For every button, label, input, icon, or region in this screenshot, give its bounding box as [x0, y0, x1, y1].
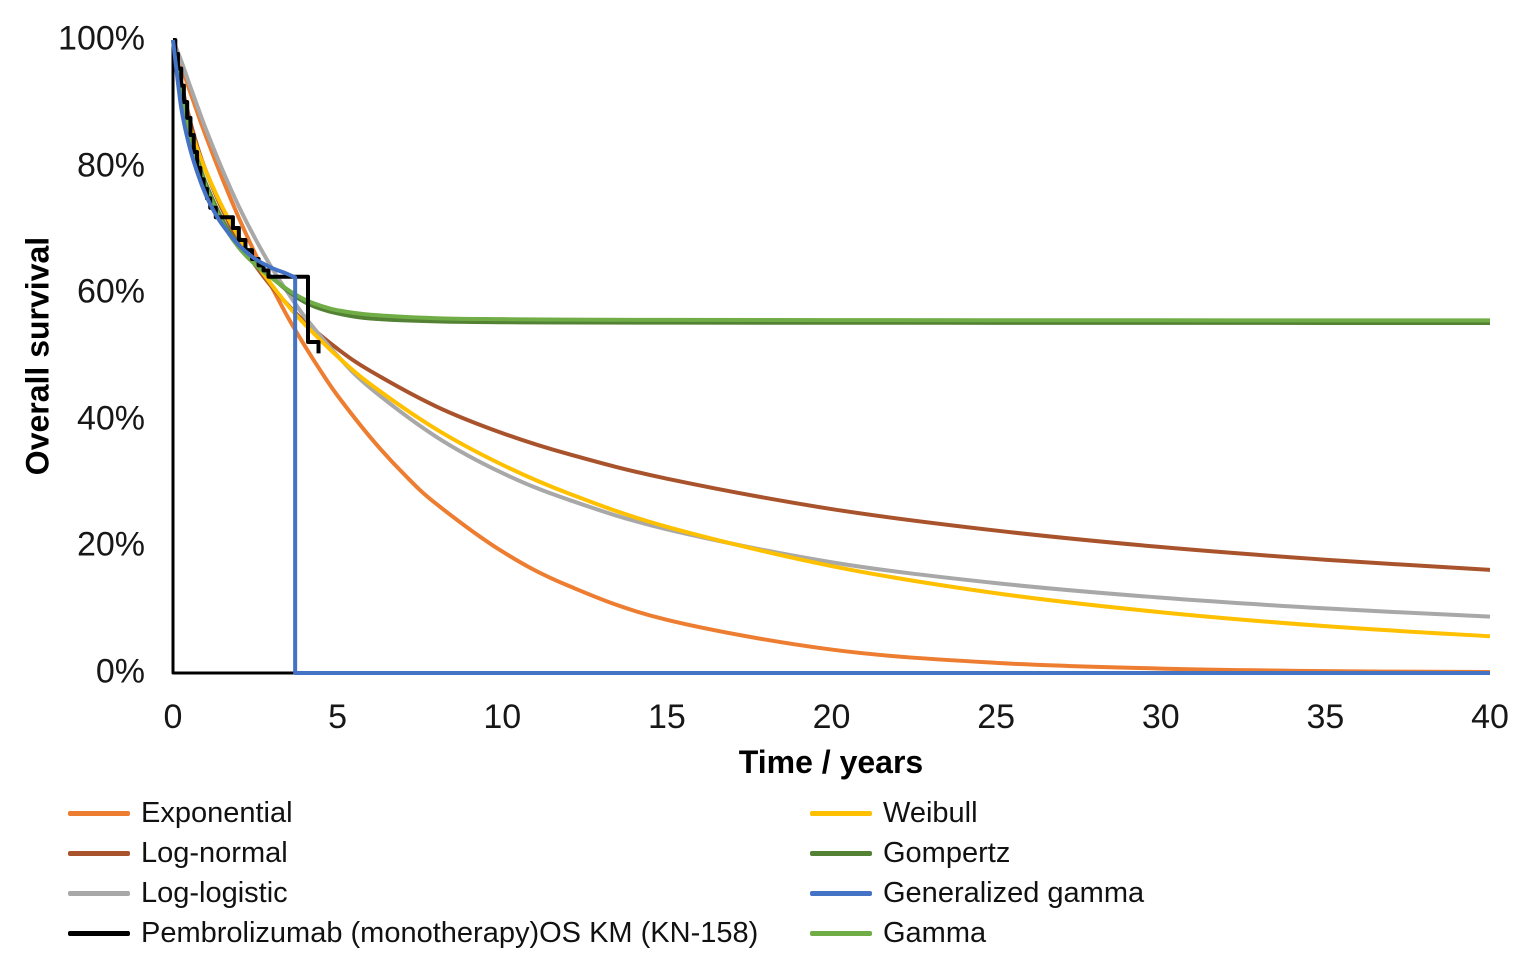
legend-label: Weibull: [883, 796, 978, 829]
series-gompertz-line: [171, 39, 1491, 325]
legend-item: Log-normal: [68, 833, 758, 873]
legend-swatch-line: [68, 850, 130, 856]
series-log-normal-line: [171, 39, 1491, 572]
y-tick-label: 100%: [58, 19, 145, 58]
y-tick-label: 60%: [76, 272, 145, 311]
y-tick-label: 20%: [76, 526, 145, 565]
x-tick-label: 40: [1471, 698, 1509, 736]
y-tick-label: 40%: [76, 399, 145, 438]
legend-label: Gamma: [883, 916, 987, 949]
series-gamma-line: [171, 39, 1491, 323]
x-axis-title: Time / years: [738, 744, 924, 780]
legend-item: Weibull: [810, 793, 1144, 833]
legend-column-right: Weibull Gompertz Generalized gamma Gamma: [810, 793, 1144, 953]
y-axis-title: Overall survival: [19, 236, 56, 476]
legend-swatch-line: [810, 850, 872, 856]
series-weibull-line: [171, 39, 1491, 639]
x-tick-label: 5: [328, 698, 348, 736]
legend-item: Generalized gamma: [810, 873, 1144, 913]
legend-item: Gompertz: [810, 833, 1144, 873]
legend-label: Log-normal: [141, 836, 288, 869]
legend-label: Pembrolizumab (monotherapy)OS KM (KN-158…: [141, 916, 759, 949]
legend-label: Exponential: [141, 796, 293, 829]
legend-item: Pembrolizumab (monotherapy)OS KM (KN-158…: [68, 913, 758, 953]
legend-label: Gompertz: [883, 836, 1011, 869]
x-tick-label: 25: [977, 698, 1016, 736]
legend-column-left: Exponential Log-normal Log-logistic Pembrol…: [68, 793, 758, 953]
legend-label: Log-logistic: [141, 876, 288, 909]
legend-swatch-line: [68, 890, 130, 896]
x-tick-label: 15: [647, 698, 686, 736]
x-tick-label: 10: [483, 698, 522, 736]
series-exponential-line: [171, 39, 1491, 675]
legend-item: Exponential: [68, 793, 758, 833]
legend-label: Generalized gamma: [883, 876, 1145, 909]
y-tick-label: 0%: [95, 652, 145, 691]
legend-swatch-line: [810, 930, 872, 936]
legend-swatch-line: [68, 810, 130, 816]
legend-swatch-line: [68, 930, 130, 936]
y-tick-label: 80%: [76, 146, 145, 185]
series-log-logistic-line: [171, 39, 1491, 619]
x-tick-label: 0: [163, 698, 183, 736]
legend-swatch-line: [810, 890, 872, 896]
axis-lines: [171, 40, 1490, 675]
legend-item: Gamma: [810, 913, 1144, 953]
x-tick-label: 30: [1141, 698, 1180, 736]
x-tick-label: 20: [812, 698, 851, 736]
series-generalized-gamma-line: [171, 39, 1490, 675]
x-tick-label: 35: [1306, 698, 1345, 736]
legend-swatch-line: [810, 810, 872, 816]
legend-item: Log-logistic: [68, 873, 758, 913]
